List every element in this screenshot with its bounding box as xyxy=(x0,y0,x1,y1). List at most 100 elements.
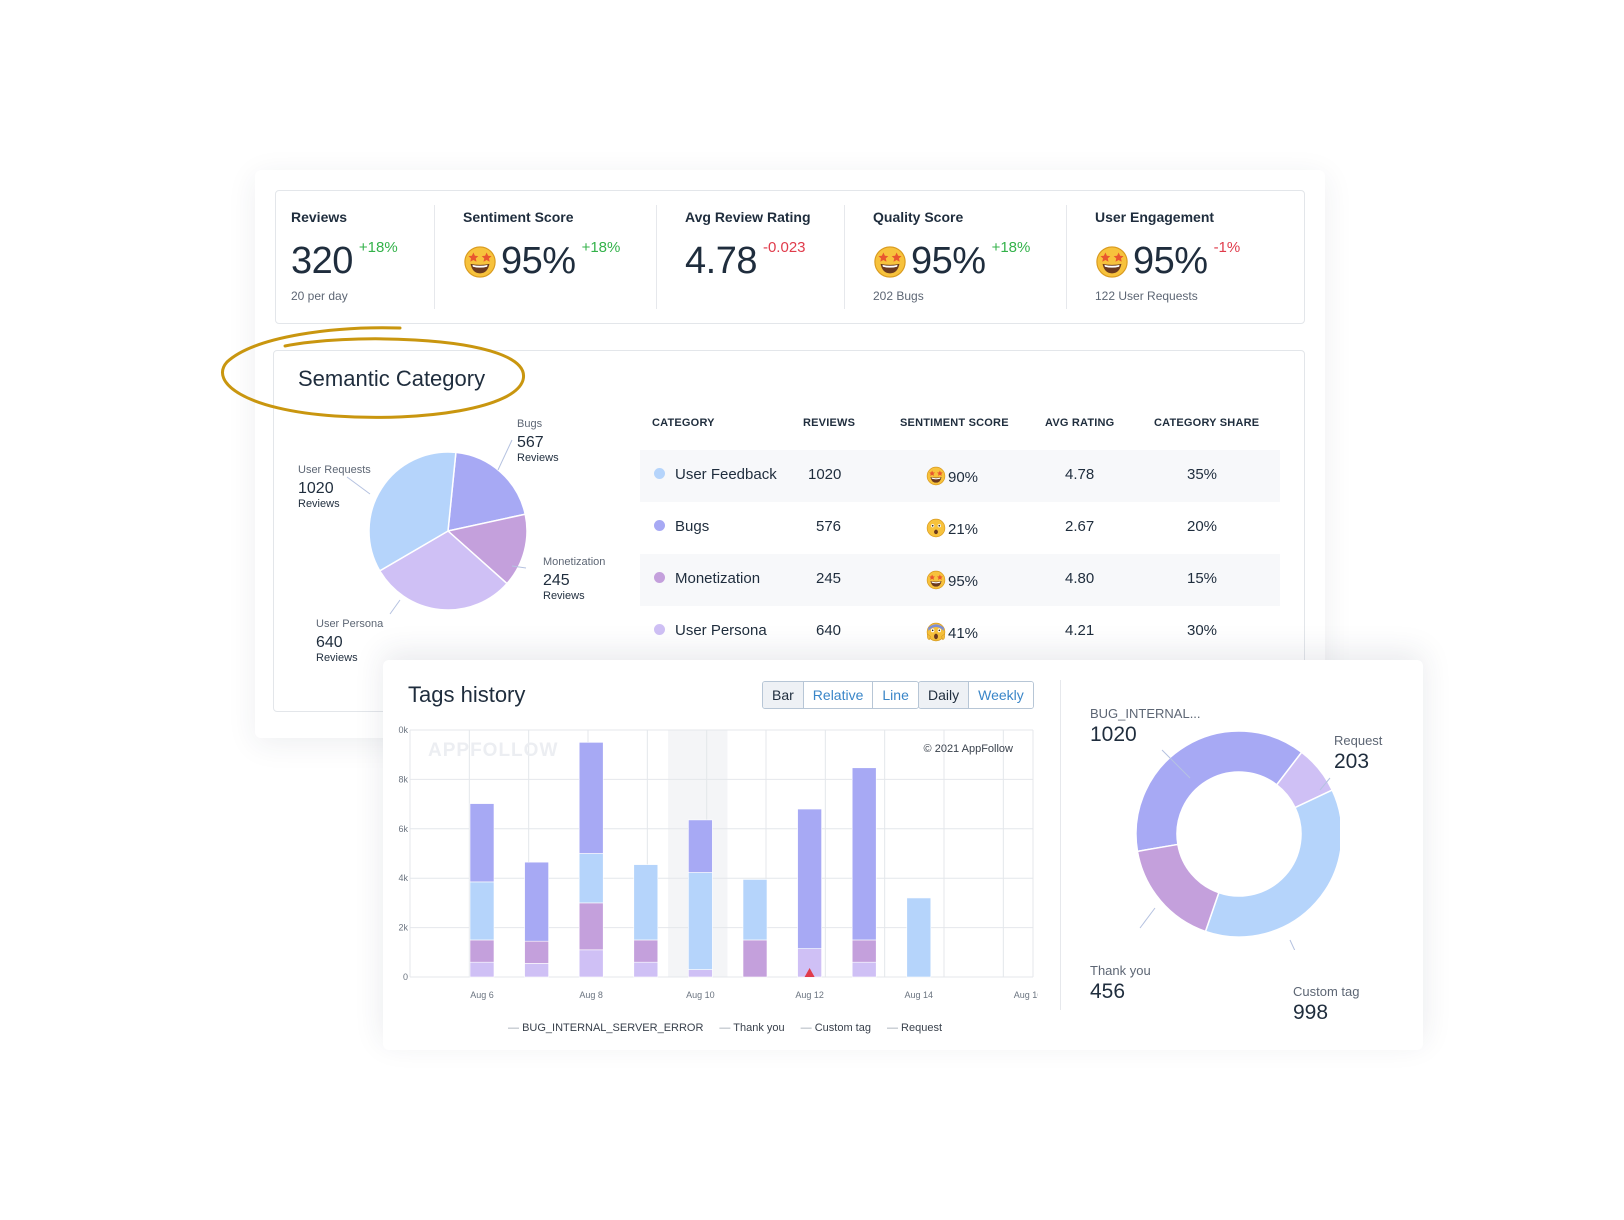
bar-segment[interactable] xyxy=(688,872,713,970)
line-view-button[interactable]: Line xyxy=(872,682,918,708)
leader-line xyxy=(1161,749,1191,779)
legend-dot xyxy=(654,468,665,479)
relative-view-button[interactable]: Relative xyxy=(802,682,873,708)
col-header-reviews[interactable]: REVIEWS xyxy=(803,417,856,429)
bar-segment[interactable] xyxy=(742,879,768,941)
bar-segment[interactable] xyxy=(524,861,549,942)
table-row[interactable]: Monetization 245 95% 4.80 15% xyxy=(640,554,1280,606)
rating-cell: 2.67 xyxy=(1065,518,1095,535)
legend-item[interactable]: BUG_INTERNAL_SERVER_ERROR xyxy=(508,1022,703,1034)
metric-divider xyxy=(656,205,657,309)
metric-title: Reviews xyxy=(291,209,348,225)
y-tick-label: 4k xyxy=(398,873,408,883)
share-cell: 35% xyxy=(1187,466,1218,483)
alert-marker-icon[interactable] xyxy=(804,968,815,977)
bar-segment[interactable] xyxy=(524,963,549,978)
donut-label-bug-internal: BUG_INTERNAL... 1020 xyxy=(1090,706,1201,746)
metric-title: User Engagement xyxy=(1095,209,1215,225)
table-row[interactable]: User Persona 640 41% 4.21 30% xyxy=(640,606,1280,658)
donut-slice[interactable] xyxy=(1136,843,1220,933)
metric-sub: 20 per day xyxy=(291,289,348,303)
bar-segment[interactable] xyxy=(688,969,713,978)
bar-segment[interactable] xyxy=(633,961,659,978)
bar-segment[interactable] xyxy=(469,939,495,963)
metric-delta: +18% xyxy=(581,239,621,256)
pie-slice-bugs[interactable] xyxy=(447,451,527,532)
bar-segment[interactable] xyxy=(578,853,604,904)
donut-slice[interactable] xyxy=(1135,730,1303,853)
x-tick-label: Aug 12 xyxy=(795,990,824,1000)
reviews-cell: 640 xyxy=(816,622,842,639)
category-pie-chart[interactable] xyxy=(290,410,610,650)
y-tick-label: 10k xyxy=(398,725,408,735)
bar-segment[interactable] xyxy=(469,881,495,941)
metric-divider xyxy=(844,205,845,309)
category-cell: Bugs xyxy=(654,518,709,535)
bar-segment[interactable] xyxy=(633,864,659,941)
bar-segment[interactable] xyxy=(578,902,604,951)
col-header-avg-rating[interactable]: AVG RATING xyxy=(1045,417,1115,429)
share-cell: 15% xyxy=(1187,570,1218,587)
metric-value: 95% xyxy=(1133,240,1208,282)
metric-sub: 202 Bugs xyxy=(873,289,924,303)
reviews-cell: 245 xyxy=(816,570,842,587)
legend-item[interactable]: Thank you xyxy=(719,1022,784,1034)
col-header-sentiment[interactable]: SENTIMENT SCORE xyxy=(900,417,1009,429)
bar-segment[interactable] xyxy=(524,940,549,964)
screaming-face-icon xyxy=(926,622,946,642)
table-row[interactable]: Bugs 576 21% 2.67 20% xyxy=(640,502,1280,554)
metric-avg-review-rating[interactable]: Avg Review Rating 4.78 -0.023 xyxy=(656,191,850,325)
bar-segment[interactable] xyxy=(797,808,822,949)
metric-value: 95% xyxy=(501,240,576,282)
bar-segment[interactable] xyxy=(578,742,604,854)
metric-value: 4.78 xyxy=(685,240,757,282)
bar-segment[interactable] xyxy=(851,961,877,978)
x-tick-label: Aug 14 xyxy=(905,990,934,1000)
category-cell: User Feedback xyxy=(654,466,777,483)
metric-sentiment-score[interactable]: Sentiment Score 95% +18% xyxy=(434,191,658,325)
legend-item[interactable]: Custom tag xyxy=(801,1022,871,1034)
metric-title: Avg Review Rating xyxy=(685,209,811,225)
bar-segment[interactable] xyxy=(633,939,659,963)
metric-value: 320 xyxy=(291,240,353,282)
highlight-circle-icon xyxy=(221,326,525,419)
col-header-category[interactable]: CATEGORY xyxy=(652,417,715,429)
bar-segment[interactable] xyxy=(688,819,713,873)
bar-segment[interactable] xyxy=(469,803,495,883)
pie-slice-monetization[interactable] xyxy=(446,513,528,585)
weekly-button[interactable]: Weekly xyxy=(968,682,1033,708)
pie-slice-user-persona[interactable] xyxy=(378,530,509,611)
bar-view-button[interactable]: Bar xyxy=(763,682,803,708)
x-tick-label: Aug 16 xyxy=(1014,990,1038,1000)
bar-segment[interactable] xyxy=(906,897,932,978)
metric-user-engagement[interactable]: User Engagement 95% -1% 122 User Request… xyxy=(1066,191,1300,325)
legend-dot xyxy=(654,572,665,583)
donut-slice[interactable] xyxy=(1204,789,1340,938)
section-title: Tags history xyxy=(408,682,526,707)
star-struck-face-icon xyxy=(926,570,946,590)
metric-sub: 122 User Requests xyxy=(1095,289,1198,303)
x-tick-label: Aug 6 xyxy=(470,990,494,1000)
daily-button[interactable]: Daily xyxy=(919,682,969,708)
tags-history-card xyxy=(383,660,1423,1050)
metric-delta: -0.023 xyxy=(762,239,806,256)
chart-type-toggle: Bar Relative Line xyxy=(762,681,919,709)
tags-history-bar-chart[interactable]: 0 2k 4k 6k 8k 10k APPFOLLOW © 2021 AppFollow Aug… xyxy=(398,720,1038,1010)
bar-segment[interactable] xyxy=(578,949,604,978)
tags-donut-chart[interactable] xyxy=(1100,700,1340,950)
star-struck-face-icon xyxy=(873,245,907,279)
bar-segment[interactable] xyxy=(469,961,495,978)
metrics-bar: Reviews 320 +18% 20 per day Sentiment Sc… xyxy=(275,190,1305,324)
metric-reviews[interactable]: Reviews 320 +18% 20 per day xyxy=(276,191,446,325)
metric-delta: +18% xyxy=(358,239,398,256)
card-divider xyxy=(1060,680,1061,1010)
col-header-share[interactable]: CATEGORY SHARE xyxy=(1154,417,1260,429)
metric-quality-score[interactable]: Quality Score 95% +18% 202 Bugs xyxy=(844,191,1068,325)
bar-segment[interactable] xyxy=(742,939,768,978)
pie-slice-user-requests[interactable] xyxy=(368,451,457,572)
legend-item[interactable]: Request xyxy=(887,1022,942,1034)
category-cell: Monetization xyxy=(654,570,760,587)
table-row[interactable]: User Feedback 1020 90% 4.78 35% xyxy=(640,450,1280,502)
bar-segment[interactable] xyxy=(851,939,877,963)
bar-segment[interactable] xyxy=(851,767,877,941)
